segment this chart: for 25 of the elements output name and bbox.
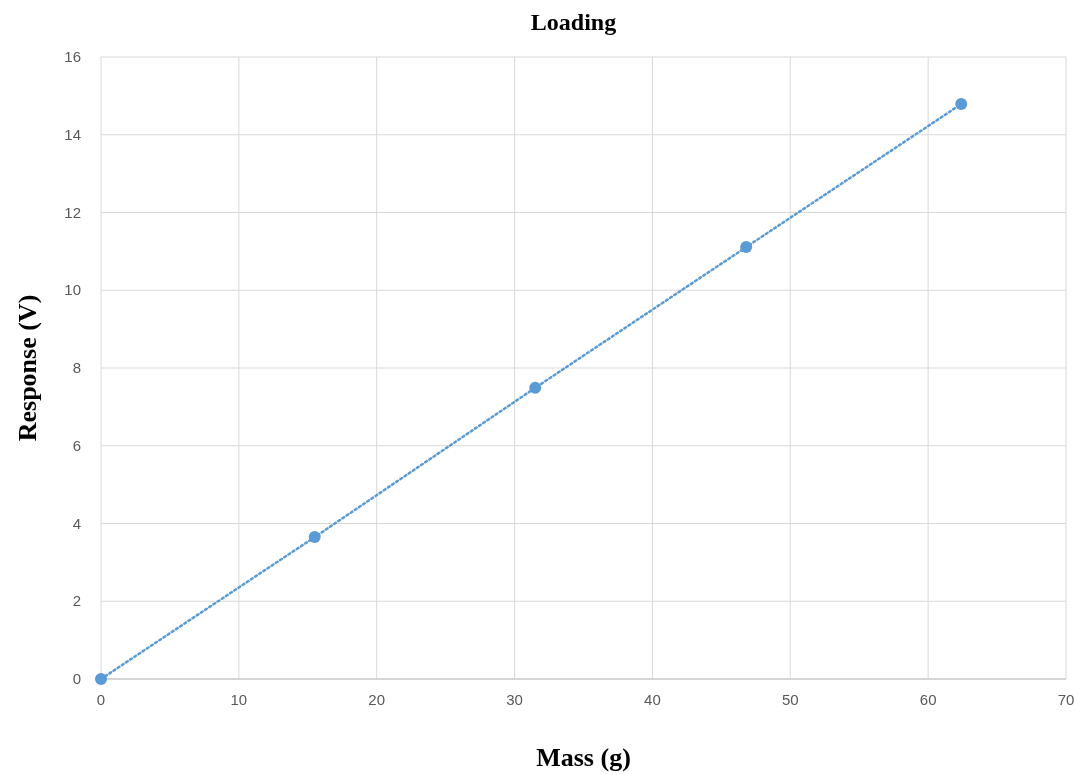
x-tick-label: 70 (1057, 691, 1075, 708)
y-tick-label: 0 (72, 670, 81, 687)
x-tick-label: 10 (230, 691, 248, 708)
x-tick-label: 40 (644, 691, 661, 708)
point (308, 531, 321, 544)
x-tick-label: 30 (506, 691, 523, 708)
point (740, 241, 753, 254)
y-tick-label: 4 (72, 514, 81, 532)
y-tick-label: 16 (64, 48, 81, 65)
y-tick-label: 6 (72, 436, 81, 454)
y-tick-label: 10 (64, 281, 81, 299)
y-tick-label: 12 (64, 203, 81, 221)
x-axis-title: Mass (g) (536, 743, 631, 772)
point (529, 381, 542, 394)
chart-title: Loading (530, 9, 617, 35)
x-tick-label: 60 (919, 691, 937, 708)
y-tick-label: 2 (72, 592, 81, 610)
x-tick-label: 20 (368, 691, 386, 708)
y-tick-label: 14 (64, 125, 81, 143)
point (955, 98, 968, 111)
point (95, 673, 107, 685)
x-tick-label: 50 (781, 691, 799, 708)
x-tick-label: 0 (96, 691, 106, 708)
y-tick-label: 8 (72, 359, 81, 376)
y-axis-title: Response (V) (13, 294, 42, 442)
